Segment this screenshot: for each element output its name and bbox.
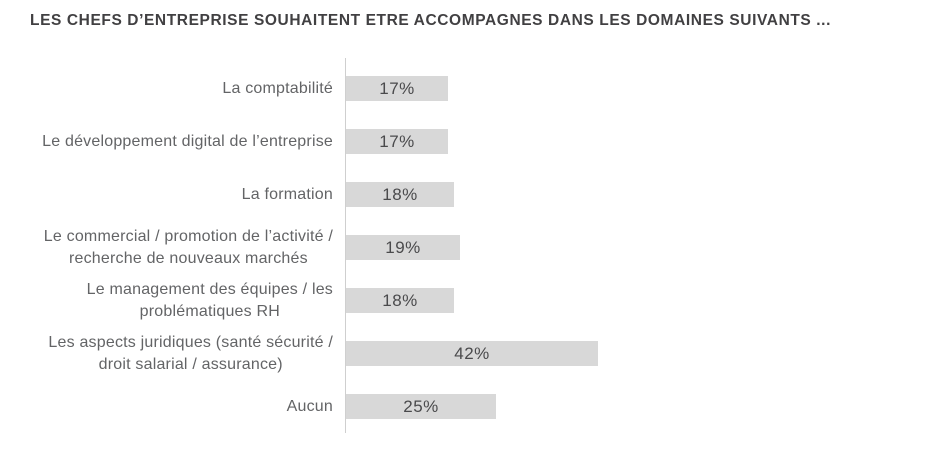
value-label: 25% [403,396,439,416]
category-label: Le commercial / promotion de l’activité … [43,227,333,267]
category-label-column: Les aspects juridiques (santé sécurité /… [0,332,333,376]
category-label-column: La comptabilité [0,78,333,100]
category-label-column: Aucun [0,396,333,418]
chart-rows: La comptabilité 17% Le développement digit… [0,62,931,433]
value-label: 19% [385,237,421,257]
bar-column: 18% [346,288,454,313]
value-label: 42% [454,343,490,363]
bar: 42% [346,341,598,366]
category-label: La comptabilité [222,79,333,97]
value-label: 17% [379,78,415,98]
value-label: 18% [382,290,418,310]
bar: 17% [346,129,448,154]
bar-column: 17% [346,76,448,101]
chart-row: La comptabilité 17% [0,62,931,115]
chart-row: Le commercial / promotion de l’activité … [0,221,931,274]
bar-column: 25% [346,394,496,419]
category-label-column: Le management des équipes / les problémat… [0,279,333,323]
bar-column: 17% [346,129,448,154]
chart-row: Le management des équipes / les problémat… [0,274,931,327]
category-label-column: La formation [0,184,333,206]
chart-row: Le développement digital de l’entreprise… [0,115,931,168]
bar-column: 42% [346,341,598,366]
bar: 17% [346,76,448,101]
category-label-column: Le développement digital de l’entreprise [0,131,333,153]
category-label: La formation [241,185,333,203]
category-label-column: Le commercial / promotion de l’activité … [0,226,333,270]
bar: 25% [346,394,496,419]
bar-column: 18% [346,182,454,207]
bar: 18% [346,288,454,313]
bar-column: 19% [346,235,460,260]
bar: 18% [346,182,454,207]
y-axis-line [345,58,346,433]
value-label: 18% [382,184,418,204]
bar: 19% [346,235,460,260]
chart-row: Les aspects juridiques (santé sécurité /… [0,327,931,380]
category-label: Le développement digital de l’entreprise [42,132,333,150]
category-label: Le management des équipes / les problémat… [86,280,333,320]
chart-row: Aucun 25% [0,380,931,433]
category-label: Les aspects juridiques (santé sécurité /… [48,333,333,373]
chart-title: LES CHEFS D’ENTREPRISE SOUHAITENT ETRE A… [30,12,831,29]
chart-row: La formation 18% [0,168,931,221]
category-label: Aucun [286,397,333,415]
value-label: 17% [379,131,415,151]
